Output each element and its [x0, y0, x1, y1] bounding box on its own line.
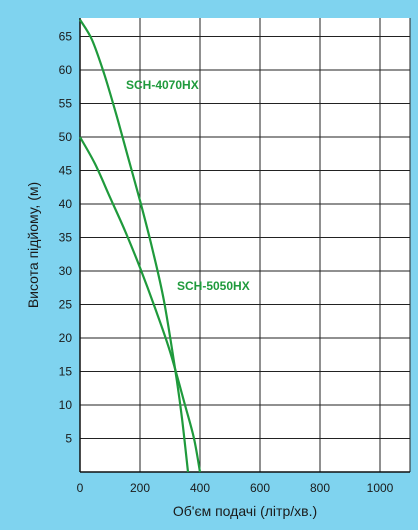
y-tick-label: 60 — [59, 63, 73, 77]
y-axis-title: Висота підйому, (м) — [25, 182, 41, 308]
x-tick-label: 0 — [77, 481, 84, 495]
tick-labels: 0 200 400 600 800 1000 5 10 15 20 25 30 35 40 45 50 55 60… — [59, 30, 394, 496]
x-tick-label: 600 — [250, 481, 270, 495]
x-tick-label: 200 — [130, 481, 150, 495]
series-line-sch-5050hx — [79, 136, 202, 473]
y-tick-label: 50 — [59, 130, 73, 144]
y-tick-label: 25 — [59, 298, 73, 312]
y-tick-label: 45 — [59, 164, 73, 178]
series-line-sch-4070hx — [79, 19, 190, 473]
x-tick-label: 800 — [310, 481, 330, 495]
y-tick-label: 65 — [59, 30, 73, 44]
y-tick-label: 30 — [59, 264, 73, 278]
series-lines — [79, 19, 202, 473]
y-tick-label: 55 — [59, 97, 73, 111]
y-tick-label: 40 — [59, 197, 73, 211]
grid — [79, 18, 411, 473]
x-axis-title: Об'єм подачі (літр/хв.) — [173, 503, 317, 519]
x-tick-label: 1000 — [367, 481, 394, 495]
plot-area — [80, 18, 410, 472]
y-tick-label: 20 — [59, 331, 73, 345]
y-tick-label: 5 — [65, 432, 72, 446]
y-tick-label: 10 — [59, 398, 73, 412]
series-label-sch-5050hx: SCH-5050HX — [177, 279, 250, 293]
y-tick-label: 15 — [59, 365, 73, 379]
y-tick-label: 35 — [59, 231, 73, 245]
x-tick-label: 400 — [190, 481, 210, 495]
series-label-sch-4070hx: SCH-4070HX — [126, 78, 199, 92]
